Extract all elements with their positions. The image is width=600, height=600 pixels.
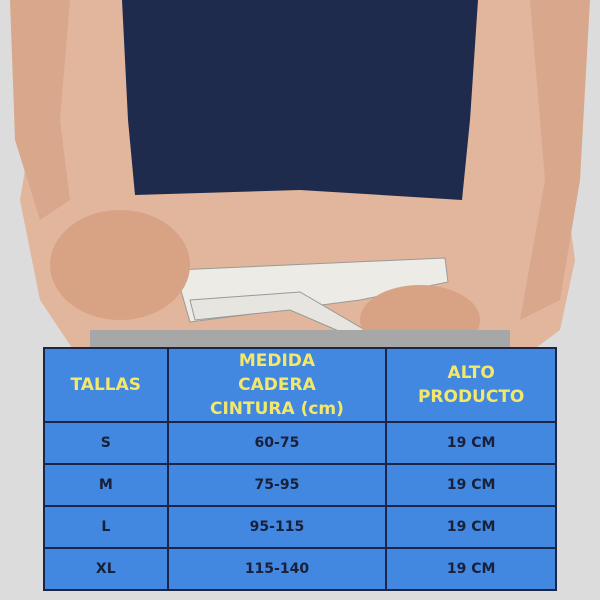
cell: 19 CM	[385, 463, 557, 507]
cell: 95-115	[166, 505, 388, 549]
cell: 19 CM	[385, 547, 557, 591]
cell: 19 CM	[385, 421, 557, 465]
header-cell: ALTO PRODUCTO	[385, 347, 557, 423]
cell: 60-75	[166, 421, 388, 465]
cell: 19 CM	[385, 505, 557, 549]
size-row: XL 115-140 19 CM	[43, 547, 557, 591]
cell: 115-140	[166, 547, 388, 591]
cell: L	[43, 505, 169, 549]
left-arm	[10, 0, 70, 220]
left-hand	[50, 210, 190, 320]
crop-top	[122, 0, 478, 200]
size-table: TALLAS MEDIDA CADERA CINTURA (cm) ALTO PRO…	[43, 347, 557, 591]
header-cell: MEDIDA CADERA CINTURA (cm)	[166, 347, 388, 423]
cell: M	[43, 463, 169, 507]
size-row: L 95-115 19 CM	[43, 505, 557, 549]
header-cell: TALLAS	[43, 347, 169, 423]
size-row: S 60-75 19 CM	[43, 421, 557, 465]
right-arm	[520, 0, 590, 320]
cell: XL	[43, 547, 169, 591]
cell: 75-95	[166, 463, 388, 507]
cell: S	[43, 421, 169, 465]
header-row: TALLAS MEDIDA CADERA CINTURA (cm) ALTO PRO…	[43, 347, 557, 423]
size-row: M 75-95 19 CM	[43, 463, 557, 507]
